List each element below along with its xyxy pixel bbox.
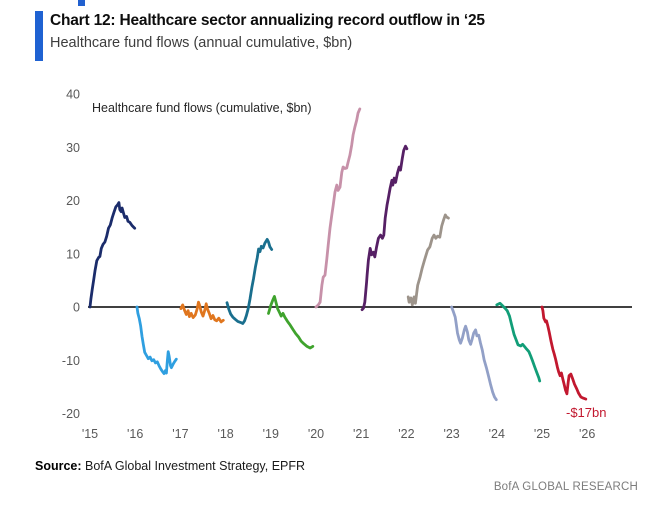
y-tick-label: 10 <box>66 247 80 261</box>
y-tick-label: 0 <box>73 301 80 315</box>
x-tick-label: '23 <box>443 427 459 441</box>
outflow-annotation: -$17bn <box>566 405 606 420</box>
source-label: Source: <box>35 459 82 473</box>
series-line-18 <box>225 237 274 325</box>
chart-header: Chart 12: Healthcare sector annualizing … <box>35 11 485 61</box>
brand-text: BofA GLOBAL RESEARCH <box>493 481 638 493</box>
y-tick-label: 20 <box>66 194 80 208</box>
source-text: BofA Global Investment Strategy, EPFR <box>81 459 306 473</box>
x-tick-label: '17 <box>172 427 188 441</box>
title-accent-bar <box>35 11 43 61</box>
inner-chart-label: Healthcare fund flows (cumulative, $bn) <box>92 101 312 115</box>
source-line: Source: BofA Global Investment Strategy,… <box>35 459 305 473</box>
x-tick-label: '24 <box>489 427 505 441</box>
series-line-19 <box>267 294 315 350</box>
series-line-21 <box>360 144 409 312</box>
series-line-17 <box>179 300 225 324</box>
series-line-16 <box>135 305 178 376</box>
cropped-blue-mark <box>78 0 85 6</box>
x-tick-label: '16 <box>127 427 143 441</box>
series-line-15 <box>88 201 137 309</box>
series-line-24 <box>495 301 542 383</box>
x-tick-label: '20 <box>308 427 324 441</box>
x-tick-label: '15 <box>82 427 98 441</box>
y-tick-label: -20 <box>62 407 80 421</box>
x-tick-label: '18 <box>217 427 233 441</box>
x-tick-label: '26 <box>579 427 595 441</box>
chart-subtitle: Healthcare fund flows (annual cumulative… <box>50 35 353 51</box>
chart-title: Chart 12: Healthcare sector annualizing … <box>50 12 485 29</box>
series-line-20 <box>314 107 362 309</box>
x-tick-label: '22 <box>398 427 414 441</box>
x-tick-label: '19 <box>263 427 279 441</box>
title-block: Chart 12: Healthcare sector annualizing … <box>50 11 485 61</box>
series-line-23 <box>450 305 498 402</box>
x-tick-label: '21 <box>353 427 369 441</box>
y-tick-label: 30 <box>66 141 80 155</box>
series-line-25 <box>540 305 588 401</box>
y-tick-label: -10 <box>62 354 80 368</box>
series-line-22 <box>406 213 450 307</box>
y-tick-label: 40 <box>66 88 80 102</box>
x-tick-label: '25 <box>534 427 550 441</box>
